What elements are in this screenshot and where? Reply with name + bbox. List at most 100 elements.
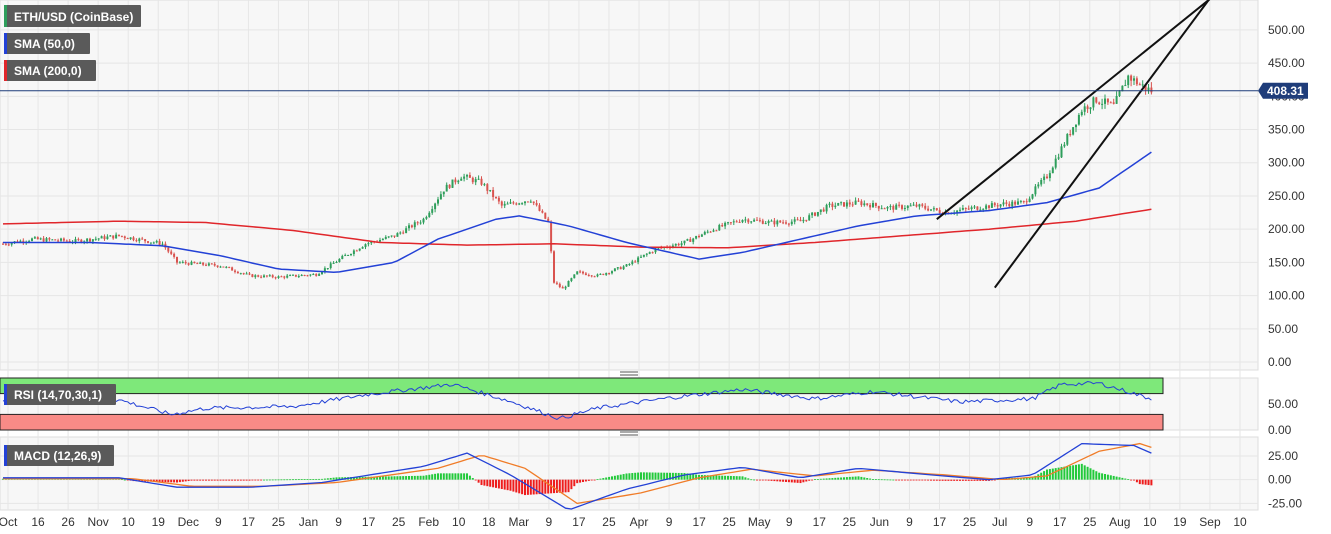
legend-rsi[interactable]: RSI (14,70,30,1) [4, 384, 116, 405]
legend-sma-fast[interactable]: SMA (50,0) [4, 33, 90, 54]
macd-histogram-bar [355, 476, 358, 480]
time-axis-label: Oct [0, 515, 18, 529]
macd-histogram-bar [843, 477, 845, 480]
macd-histogram-bar [631, 473, 634, 480]
macd-histogram-bar [779, 479, 782, 482]
time-axis-label: Sep [1199, 515, 1221, 529]
macd-histogram-bar [889, 479, 892, 481]
legend-macd[interactable]: MACD (12,26,9) [4, 445, 114, 466]
macd-histogram-bar [715, 475, 718, 480]
macd-histogram-bar [390, 476, 393, 480]
macd-histogram-bar [724, 475, 727, 480]
time-axis-label: 9 [1026, 515, 1033, 529]
macd-histogram-bar [524, 479, 526, 496]
candle-down [54, 239, 57, 241]
macd-histogram-bar [979, 479, 982, 481]
candle-up [613, 268, 616, 272]
macd-histogram-bar [120, 479, 123, 480]
macd-histogram-bar [877, 479, 880, 481]
macd-histogram-bar [573, 479, 576, 487]
candle-up [509, 202, 512, 204]
legend-symbol-text: ETH/USD (CoinBase) [14, 10, 133, 24]
candle-up [1124, 85, 1127, 87]
time-axis-label: 25 [722, 515, 736, 529]
candle-up [854, 200, 857, 205]
candle-down [898, 204, 901, 206]
candle-down [144, 239, 147, 242]
macd-histogram-bar [315, 478, 318, 480]
candle-up [1121, 85, 1124, 92]
candle-down [1144, 84, 1147, 90]
macd-histogram-bar [990, 479, 993, 481]
candle-up [640, 256, 642, 258]
time-axis-label: 10 [122, 515, 136, 529]
macd-histogram-bar [280, 479, 283, 481]
candle-down [393, 235, 396, 237]
candle-up [622, 266, 625, 270]
candle-down [935, 208, 938, 211]
time-axis-label: 25 [843, 515, 857, 529]
macd-histogram-bar [451, 473, 454, 480]
candle-up [312, 274, 315, 276]
macd-histogram-bar [851, 476, 854, 480]
candle-up [683, 240, 686, 244]
candle-down [173, 253, 176, 257]
macd-histogram-bar [970, 479, 973, 481]
candle-up [309, 274, 312, 276]
macd-histogram-bar [170, 479, 173, 483]
candle-down [57, 240, 60, 242]
candle-down [857, 200, 860, 202]
candle-down [787, 223, 790, 225]
macd-histogram-bar [799, 479, 802, 484]
legend-sma-slow[interactable]: SMA (200,0) [4, 60, 96, 81]
macd-resize-handle[interactable] [620, 431, 638, 436]
time-axis-label: 10 [452, 515, 466, 529]
rsi-resize-handle[interactable] [620, 371, 638, 376]
rsi-axis-label: 50.00 [1268, 397, 1298, 411]
macd-histogram-bar [883, 479, 886, 481]
candle-up [94, 238, 97, 240]
candle-up [332, 262, 335, 264]
time-axis-label: 10 [1143, 515, 1157, 529]
candle-up [181, 261, 184, 263]
candle-down [1014, 201, 1017, 205]
axes: Oct 16 26 Nov 10 19 Dec 9 17 25 Jan 9 17 25 Feb 10 18 Mar… [0, 23, 1305, 529]
candle-down [500, 201, 503, 206]
macd-histogram-bar [906, 479, 909, 481]
macd-axis-label: -25.00 [1268, 496, 1302, 510]
macd-histogram-bar [860, 476, 863, 480]
macd-histogram-bar [173, 479, 176, 483]
candle-down [306, 275, 309, 277]
macd-histogram-bar [477, 479, 480, 483]
candle-up [886, 206, 889, 209]
macd-histogram-bar [471, 478, 474, 480]
candle-up [770, 220, 773, 222]
candle-up [503, 203, 506, 206]
candle-up [654, 248, 657, 253]
candle-down [103, 236, 106, 240]
macd-histogram-bar [985, 479, 988, 481]
time-axis-label: 17 [242, 515, 256, 529]
candle-up [97, 238, 100, 240]
candle-up [631, 261, 634, 265]
candle-up [329, 263, 332, 269]
time-axis-label: 25 [963, 515, 977, 529]
macd-histogram-bar [654, 472, 657, 480]
macd-histogram-bar [1150, 479, 1153, 486]
macd-histogram-bar [1104, 474, 1106, 480]
macd-histogram-bar [915, 479, 918, 481]
candle-up [1017, 201, 1019, 205]
macd-histogram-bar [973, 479, 976, 481]
macd-histogram-bar [993, 479, 996, 481]
macd-histogram-bar [770, 479, 773, 481]
macd-histogram-bar [294, 479, 297, 481]
candle-up [999, 204, 1002, 207]
legend-symbol[interactable]: ETH/USD (CoinBase) [4, 5, 141, 27]
macd-histogram-bar [814, 479, 816, 480]
candle-up [341, 255, 344, 259]
candle-down [538, 205, 541, 211]
macd-histogram-bar [268, 479, 271, 481]
candle-up [100, 236, 103, 239]
candle-up [384, 236, 387, 240]
